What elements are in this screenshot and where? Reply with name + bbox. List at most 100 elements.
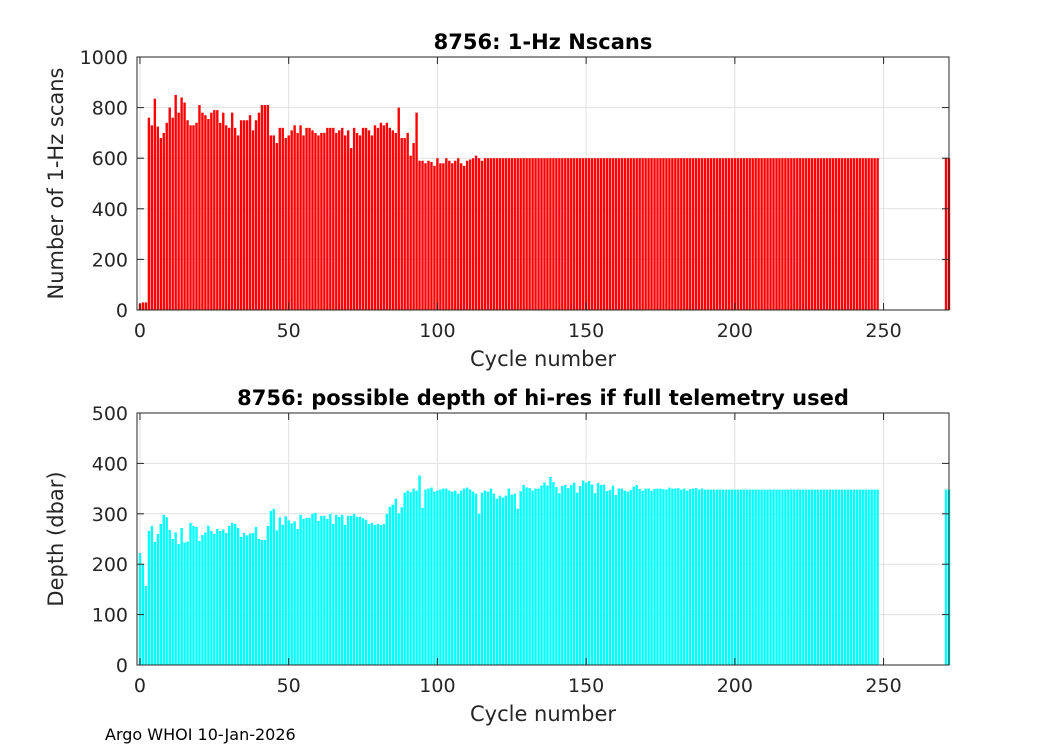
depth-bar [810,489,814,665]
nscans-bar [430,162,433,310]
nscans-bar [311,130,314,310]
depth-bar [260,540,264,665]
nscans-bar [477,158,481,310]
depth-ytick-label: 200 [92,554,128,576]
depth-ytick-label: 400 [92,453,128,475]
depth-xtick-label: 200 [717,675,753,697]
depth-bar [168,529,171,665]
depth-bar [290,523,293,665]
depth-bar [549,477,552,665]
depth-bar [861,489,864,665]
nscans-bar [602,158,606,310]
depth-bar [849,489,853,665]
depth-bar [320,515,323,665]
nscans-bar [320,132,323,310]
nscans-bar [802,158,805,310]
nscans-bar [793,158,796,310]
nscans-bar [944,158,948,310]
depth-bar [677,488,680,665]
nscans-bar [626,158,629,310]
depth-bar [760,489,763,665]
depth-bar [314,512,317,665]
nscans-bar [436,158,439,310]
depth-bar [233,523,237,665]
depth-xtick-label: 0 [134,675,146,697]
nscans-bar [605,158,609,310]
nscans-bar [644,158,647,310]
nscans-bar [257,112,261,310]
depth-bar [329,513,332,665]
depth-bar [834,489,838,665]
depth-bar [504,495,508,665]
nscans-bar [718,158,722,310]
nscans-bar [608,158,612,310]
nscans-xtick-label: 150 [568,320,604,342]
depth-bar [858,489,861,665]
nscans-bar [656,158,659,310]
depth-ytick-label: 300 [92,504,128,526]
depth-bar [784,489,787,665]
nscans-bar [403,137,406,310]
depth-bar [813,489,817,665]
depth-bar [662,489,665,665]
nscans-bar [525,158,528,310]
depth-bar [546,485,549,665]
nscans-bar [846,158,850,310]
nscans-bar [647,158,650,310]
nscans-bar [192,125,195,310]
nscans-bar [433,165,436,310]
depth-bar [846,489,850,665]
nscans-bar [448,160,451,310]
nscans-ytick-label: 1000 [80,47,128,69]
depth-bar [623,490,626,665]
depth-bar [671,488,674,665]
depth-bar [385,513,389,665]
nscans-bar [344,135,347,310]
depth-bar [153,542,157,665]
depth-bar [763,489,766,665]
nscans-bar [662,158,665,310]
depth-bar [242,532,246,665]
depth-bar [239,536,243,665]
depth-bar [201,534,204,665]
depth-bar [754,489,757,665]
depth-bar [576,492,579,665]
nscans-bar [772,158,775,310]
nscans-xtick-label: 200 [717,320,753,342]
nscans-bar [406,132,409,310]
depth-bar [745,489,748,665]
depth-bar [207,525,210,665]
depth-bar [668,487,671,665]
depth-bar [558,493,561,665]
nscans-axes-box [136,56,950,311]
depth-bar [296,528,299,665]
depth-bar [626,491,629,665]
depth-bar [712,489,716,665]
nscans-bar [341,127,344,310]
nscans-bar [680,158,683,310]
nscans-bar [766,158,769,310]
depth-bar [852,489,856,665]
nscans-bar [171,117,174,310]
nscans-bar [266,105,270,310]
depth-bar [816,489,820,665]
depth-bar [718,489,722,665]
depth-bar [825,489,829,665]
depth-bar [843,489,847,665]
depth-bar [400,507,403,665]
depth-bar [605,491,609,665]
nscans-bar [177,112,180,310]
depth-bar [355,516,359,665]
depth-bar [418,475,421,665]
nscans-bar [623,158,626,310]
depth-bar [632,486,635,665]
depth-bar [341,514,344,665]
depth-bar [766,489,769,665]
nscans-bar [501,158,505,310]
depth-bar [876,489,879,665]
depth-bar [323,515,326,665]
depth-bar [828,489,832,665]
nscans-xtick-label: 100 [419,320,455,342]
depth-bar [462,488,466,665]
